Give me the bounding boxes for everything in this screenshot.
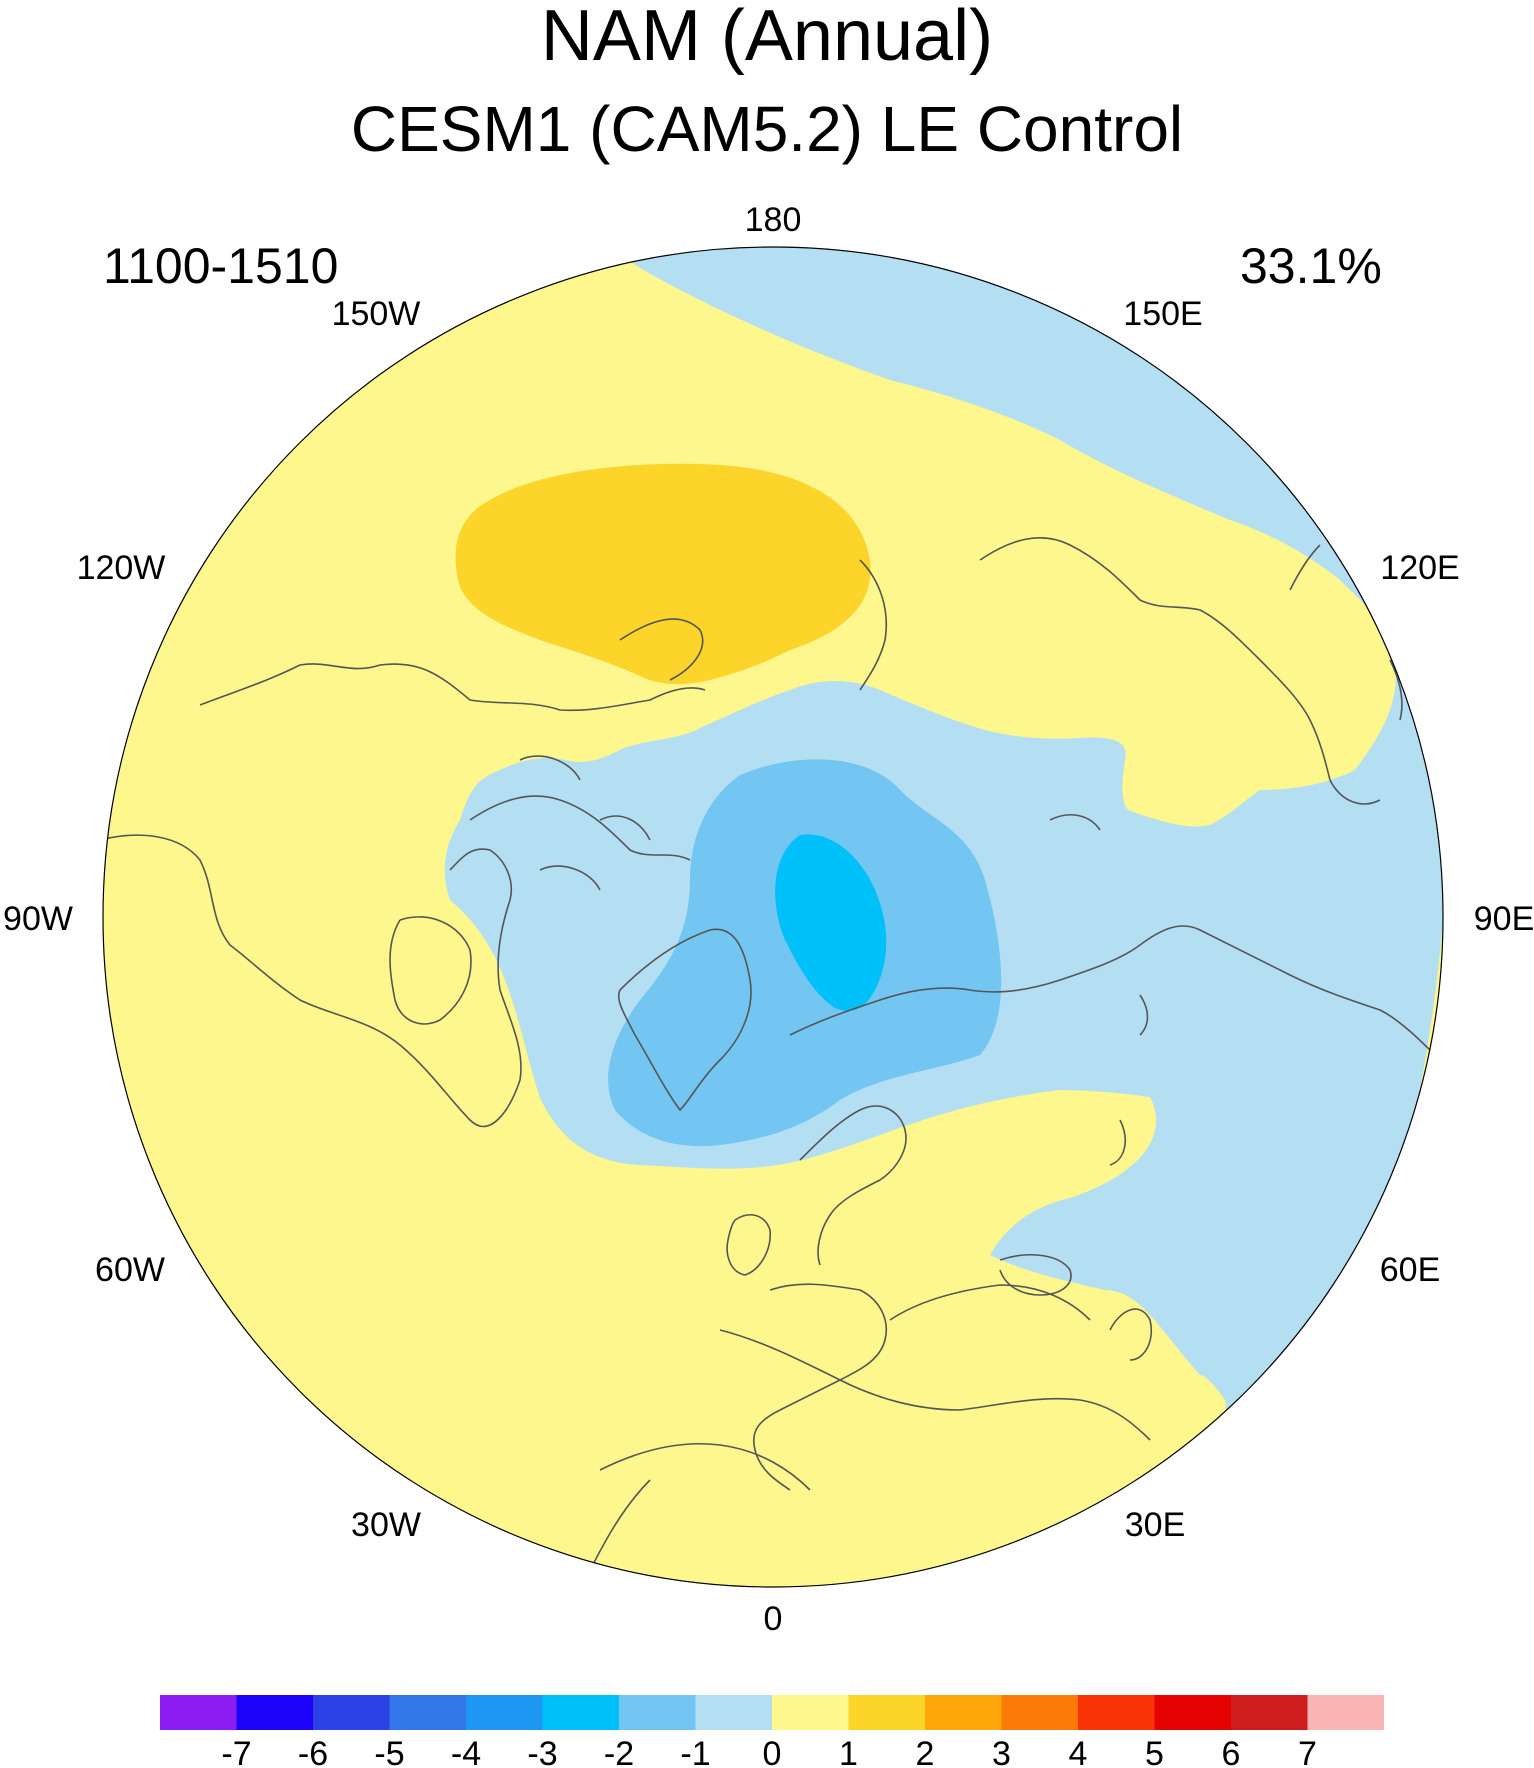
map-subtitle: CESM1 (CAM5.2) LE Control	[350, 93, 1184, 165]
field-minus-three	[775, 834, 887, 1011]
colorbar-tick-label: 0	[763, 1735, 782, 1768]
lon-label-30w: 30W	[351, 1506, 421, 1544]
coastline-japan	[1289, 544, 1403, 721]
colorbar-swatch	[848, 1695, 925, 1730]
lon-label-30e: 30E	[1125, 1506, 1186, 1544]
colorbar-swatch	[925, 1695, 1002, 1730]
colorbar-tick-label: -6	[298, 1735, 328, 1768]
colorbar-tick-label: -1	[680, 1735, 710, 1768]
lon-label-120e: 120E	[1380, 549, 1459, 587]
colorbar-tick-label: -3	[527, 1735, 557, 1768]
coastline-scandinavia	[799, 1105, 907, 1266]
colorbar-swatch	[1231, 1695, 1308, 1730]
coastline-british-isles	[726, 1214, 771, 1276]
map-title: NAM (Annual)	[540, 0, 994, 76]
longitude-labels: 180 150E 120E 90E 60E 30E 0 30W 60W 90W …	[3, 201, 1534, 1638]
lon-label-90e: 90E	[1474, 900, 1534, 938]
colorbar-tick-label: -7	[221, 1735, 251, 1768]
colorbar-tick-label: 3	[992, 1735, 1011, 1768]
coastline-greenland	[617, 928, 752, 1112]
colorbar-swatch	[1154, 1695, 1231, 1730]
colorbar-tick-label: 7	[1298, 1735, 1317, 1768]
colorbar-tick-label: 4	[1069, 1735, 1088, 1768]
colorbar-tick-label: -5	[374, 1735, 404, 1768]
colorbar-swatch	[160, 1695, 237, 1730]
colorbar-tick-label: -4	[451, 1735, 481, 1768]
colorbar-swatch	[1307, 1695, 1384, 1730]
colorbar-swatch	[389, 1695, 466, 1730]
contour-fields	[103, 247, 1443, 1587]
lon-label-90w: 90W	[3, 900, 73, 938]
colorbar-swatch	[1001, 1695, 1078, 1730]
colorbar-tick-label: -2	[604, 1735, 634, 1768]
colorbar-swatch	[466, 1695, 543, 1730]
colorbar-tick-label: 2	[916, 1735, 935, 1768]
map-boundary	[102, 246, 1444, 1588]
colorbar: -7 -6 -5 -4 -3 -2 -1 0 1 2 3 4 5 6 7	[160, 1695, 1384, 1768]
coastline-kamchatka-alaska	[619, 559, 888, 691]
colorbar-swatch	[313, 1695, 390, 1730]
lon-label-60e: 60E	[1380, 1251, 1441, 1289]
period-label: 1100-1510	[103, 238, 339, 294]
coastline-europe	[753, 1283, 1091, 1491]
coastline-east-asia	[979, 537, 1381, 805]
coastline-canadian-archipelago	[469, 755, 691, 891]
coastline-eurasia-arctic	[789, 925, 1441, 1061]
field-negative-small-patch	[1240, 898, 1256, 934]
coastline-misc-islands	[1049, 814, 1149, 1166]
coastline-black-caspian	[999, 1254, 1152, 1361]
lon-label-60w: 60W	[95, 1251, 165, 1289]
colorbar-tick-label: 5	[1145, 1735, 1164, 1768]
colorbar-tick-label: 1	[839, 1735, 858, 1768]
colorbar-swatch	[542, 1695, 619, 1730]
lon-label-120w: 120W	[77, 549, 166, 587]
coastlines	[103, 537, 1441, 1587]
colorbar-swatch	[1078, 1695, 1155, 1730]
coastline-mediterranean	[719, 1329, 1151, 1441]
lon-label-180: 180	[745, 201, 802, 239]
lon-label-0: 0	[764, 1600, 783, 1638]
colorbar-swatch	[772, 1695, 849, 1730]
colorbar-swatch	[695, 1695, 772, 1730]
coastline-north-america	[103, 663, 706, 1128]
lon-label-150w: 150W	[332, 295, 421, 333]
variance-explained-label: 33.1%	[1240, 238, 1382, 294]
colorbar-tick-label: 6	[1222, 1735, 1241, 1768]
colorbar-swatch	[236, 1695, 313, 1730]
coastline-hudson-bay	[389, 916, 472, 1025]
colorbar-swatch	[619, 1695, 696, 1730]
field-positive-aleutian	[455, 463, 871, 685]
lon-label-150e: 150E	[1123, 295, 1202, 333]
